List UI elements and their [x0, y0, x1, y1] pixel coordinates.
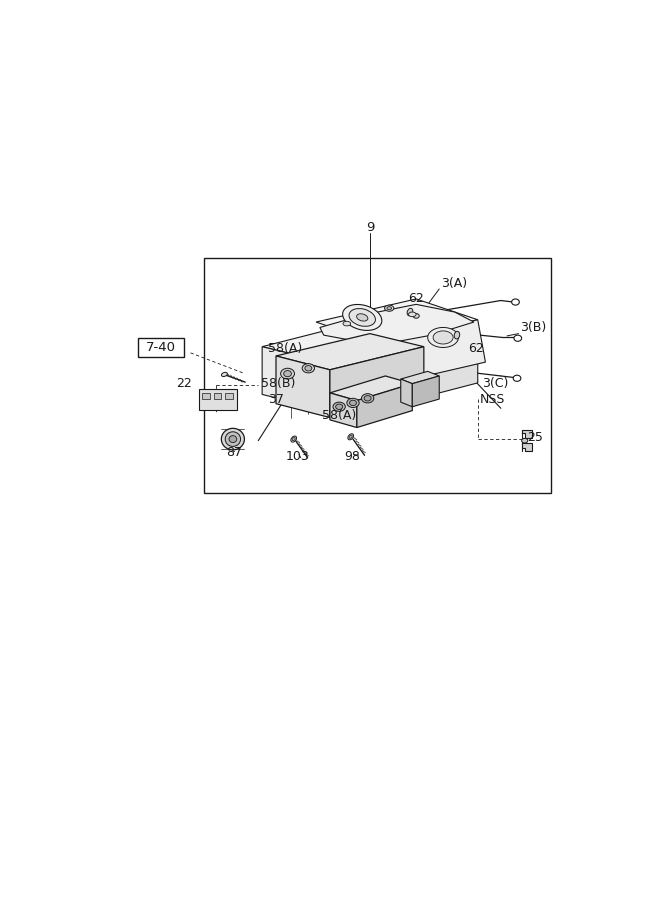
Text: 58(A): 58(A)	[268, 342, 303, 355]
Ellipse shape	[336, 404, 343, 410]
Text: 103: 103	[285, 449, 309, 463]
Ellipse shape	[349, 309, 376, 327]
Text: 3(C): 3(C)	[482, 377, 508, 391]
Ellipse shape	[348, 434, 354, 440]
Ellipse shape	[385, 305, 394, 311]
Text: 22: 22	[175, 377, 191, 391]
Text: 87: 87	[225, 446, 241, 460]
Polygon shape	[330, 376, 412, 400]
Polygon shape	[522, 430, 532, 437]
Polygon shape	[276, 334, 424, 370]
Polygon shape	[262, 314, 478, 368]
Polygon shape	[316, 299, 478, 343]
Ellipse shape	[522, 438, 528, 443]
Ellipse shape	[454, 331, 460, 339]
Text: NSS: NSS	[480, 392, 506, 406]
Text: 7-40: 7-40	[146, 341, 176, 354]
Ellipse shape	[343, 321, 351, 326]
Polygon shape	[320, 304, 474, 346]
Bar	[204, 258, 551, 493]
Polygon shape	[351, 335, 478, 416]
Polygon shape	[378, 320, 486, 385]
Ellipse shape	[364, 396, 371, 401]
Ellipse shape	[333, 402, 346, 411]
Text: 62: 62	[408, 292, 424, 305]
FancyBboxPatch shape	[138, 338, 184, 356]
Ellipse shape	[514, 335, 522, 341]
Ellipse shape	[362, 393, 374, 403]
Polygon shape	[276, 356, 330, 418]
Polygon shape	[401, 379, 412, 407]
Ellipse shape	[291, 436, 297, 442]
Polygon shape	[262, 346, 351, 416]
Ellipse shape	[221, 373, 227, 376]
Ellipse shape	[513, 375, 521, 382]
Ellipse shape	[428, 328, 458, 347]
Text: 9: 9	[366, 220, 374, 234]
Ellipse shape	[221, 428, 244, 450]
Bar	[225, 393, 233, 399]
Polygon shape	[522, 443, 532, 451]
Text: 58(A): 58(A)	[322, 409, 356, 422]
Ellipse shape	[302, 364, 315, 373]
Ellipse shape	[512, 299, 520, 305]
Polygon shape	[412, 376, 440, 407]
Bar	[213, 393, 221, 399]
Polygon shape	[330, 393, 357, 428]
Polygon shape	[357, 383, 412, 427]
Bar	[202, 393, 210, 399]
Polygon shape	[199, 389, 237, 410]
Ellipse shape	[350, 400, 356, 406]
Ellipse shape	[343, 304, 382, 330]
Polygon shape	[401, 372, 440, 383]
Ellipse shape	[433, 331, 453, 344]
Ellipse shape	[305, 365, 311, 371]
Ellipse shape	[413, 313, 420, 319]
Polygon shape	[330, 346, 424, 418]
Ellipse shape	[283, 371, 291, 377]
Text: 62: 62	[468, 342, 484, 355]
Text: 3(A): 3(A)	[441, 277, 467, 290]
Ellipse shape	[281, 368, 295, 379]
Ellipse shape	[349, 435, 352, 438]
Text: 37: 37	[268, 392, 284, 406]
Text: 25: 25	[527, 431, 543, 444]
Text: 3(B): 3(B)	[520, 321, 546, 334]
Ellipse shape	[225, 432, 241, 446]
Ellipse shape	[229, 436, 237, 443]
Ellipse shape	[407, 309, 413, 316]
Ellipse shape	[357, 314, 368, 321]
Text: 58(B): 58(B)	[261, 377, 295, 391]
Ellipse shape	[408, 312, 416, 317]
Ellipse shape	[292, 437, 295, 441]
Text: 98: 98	[344, 449, 360, 463]
Ellipse shape	[347, 399, 359, 408]
Ellipse shape	[387, 307, 392, 310]
